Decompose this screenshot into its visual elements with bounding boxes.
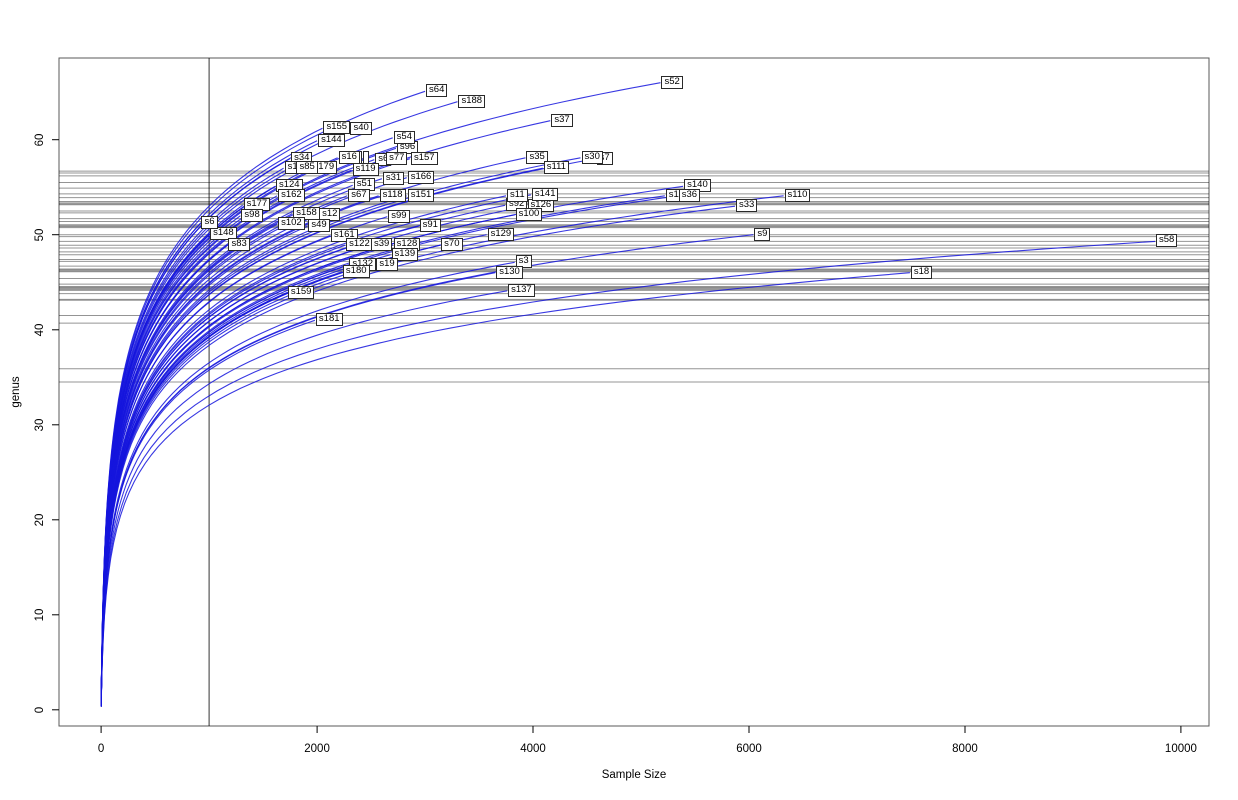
y-tick-label: 0	[34, 706, 46, 714]
sample-label-s77: s77	[386, 151, 408, 165]
sample-label-s144: s144	[318, 133, 345, 147]
rarefaction-curve-s161	[100, 235, 331, 706]
sample-label-s54: s54	[393, 130, 415, 144]
y-tick-label: 30	[34, 418, 46, 432]
y-tick-label: 50	[34, 228, 46, 242]
sample-label-s67: s67	[348, 188, 370, 202]
sample-label-s39: s39	[370, 238, 393, 252]
sample-label-s119: s119	[352, 163, 379, 177]
rarefaction-curve-s137	[100, 290, 508, 707]
rarefaction-curve-s166	[100, 177, 407, 706]
sample-label-s139: s139	[391, 247, 419, 261]
rarefaction-curve-s110	[100, 195, 784, 707]
sample-label-s151: s151	[407, 188, 435, 202]
x-tick-label: 8000	[952, 743, 978, 755]
sample-label-s49: s49	[308, 219, 330, 233]
sample-label-s118: s118	[379, 188, 406, 202]
sample-label-s98: s98	[241, 208, 263, 222]
sample-label-s64: s64	[426, 84, 448, 98]
rarefaction-curve-s58	[100, 240, 1156, 707]
rarefaction-curve-s102	[100, 223, 278, 706]
sample-label-s40: s40	[350, 122, 372, 136]
sample-label-s83: s83	[228, 238, 250, 252]
sample-label-s129: s129	[487, 227, 515, 241]
sample-label-s130: s130	[496, 265, 523, 279]
sample-label-s102: s102	[278, 217, 305, 231]
rarefaction-curve-s9	[100, 234, 754, 707]
sample-label-s162: s162	[278, 188, 305, 202]
sample-label-s52: s52	[661, 75, 683, 89]
sample-label-s141: s141	[531, 187, 559, 201]
sample-label-s181: s181	[315, 313, 343, 327]
plot-border	[58, 57, 1210, 727]
sample-label-s11: s11	[507, 188, 528, 202]
y-tick-label: 40	[34, 323, 46, 337]
sample-label-s6: s6	[201, 216, 218, 230]
sample-label-s16: s16	[338, 150, 360, 164]
sample-label-s35: s35	[526, 150, 548, 164]
rarefaction-curve-s159	[100, 292, 288, 706]
x-axis-title: Sample Size	[601, 769, 667, 781]
sample-label-s30: s30	[581, 150, 603, 164]
x-tick-label: 2000	[304, 743, 330, 755]
sample-label-s99: s99	[388, 209, 410, 223]
sample-label-s3: s3	[515, 255, 532, 269]
rarefaction-curve-s18	[100, 272, 910, 707]
sample-label-s110: s110	[784, 188, 811, 202]
sample-label-s91: s91	[419, 219, 441, 233]
sample-label-s19: s19	[376, 258, 398, 272]
sample-label-s18: s18	[910, 265, 933, 279]
rarefaction-curve-s181	[100, 319, 316, 707]
sample-label-s155: s155	[323, 121, 351, 135]
sample-label-s58: s58	[1156, 234, 1178, 248]
y-tick-label: 20	[34, 513, 46, 527]
rarefaction-curve-s83	[100, 244, 228, 706]
sample-label-s158: s158	[293, 206, 320, 220]
sample-label-s188: s188	[458, 94, 486, 108]
y-axis-title: genus	[10, 376, 22, 408]
sample-label-s180: s180	[342, 264, 370, 278]
rarefaction-curve-s128	[100, 244, 393, 706]
x-tick-label: 4000	[520, 743, 546, 755]
sample-label-s157: s157	[410, 151, 438, 165]
sample-label-s33: s33	[735, 199, 758, 213]
sample-label-s70: s70	[441, 238, 463, 252]
y-tick-label: 10	[34, 608, 46, 622]
sample-label-s12: s12	[319, 207, 341, 221]
x-tick-label: 10000	[1164, 743, 1197, 755]
rarefaction-curve-s31	[100, 178, 383, 706]
sample-label-s148: s148	[210, 226, 237, 240]
rarefaction-curve-s119	[100, 169, 352, 706]
x-tick-label: 6000	[736, 743, 762, 755]
sample-label-s166: s166	[407, 170, 435, 184]
sample-label-s9: s9	[754, 227, 771, 241]
sample-label-s37: s37	[551, 113, 573, 127]
sample-label-s137: s137	[508, 283, 535, 297]
sample-label-s159: s159	[287, 285, 315, 299]
rarefaction-curve-s3	[100, 261, 515, 707]
x-tick-label: 0	[97, 743, 105, 755]
sample-label-s100: s100	[515, 207, 543, 221]
y-tick-label: 60	[34, 133, 46, 147]
sample-label-s111: s111	[543, 161, 569, 175]
rarefaction-curve-s36	[100, 195, 678, 706]
sample-label-s122: s122	[346, 238, 373, 252]
sample-label-s31: s31	[382, 171, 405, 185]
sample-label-s36: s36	[678, 188, 701, 202]
sample-label-s85: s85	[296, 161, 318, 175]
